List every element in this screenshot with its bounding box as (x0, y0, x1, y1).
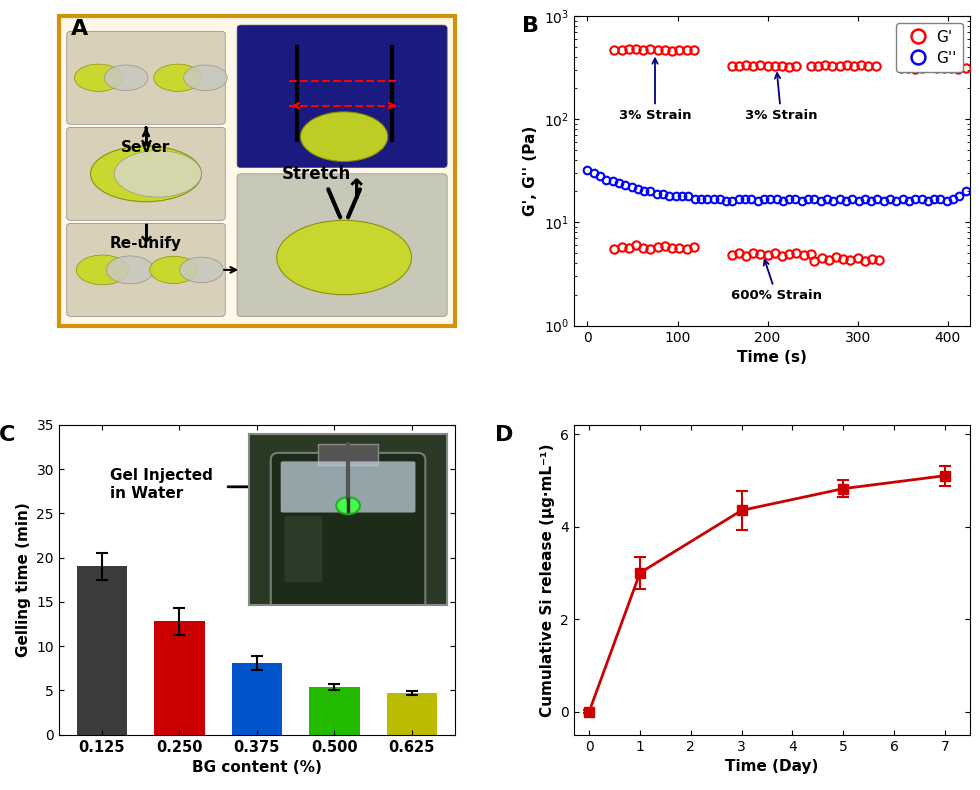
Ellipse shape (301, 112, 388, 161)
Bar (154, 622, 205, 735)
Bar (231, 663, 282, 735)
Text: C: C (0, 425, 16, 445)
G'' (581, 165, 593, 175)
G'' (714, 194, 726, 203)
G' (645, 45, 657, 55)
G'' (915, 194, 927, 203)
G' (652, 45, 663, 55)
FancyBboxPatch shape (237, 174, 447, 316)
Ellipse shape (179, 257, 223, 283)
Text: Sever: Sever (122, 140, 171, 155)
Ellipse shape (115, 151, 202, 197)
G' (630, 44, 642, 54)
Text: ↓: ↓ (135, 127, 157, 152)
G'' (959, 186, 971, 196)
G' (615, 45, 627, 55)
Ellipse shape (90, 146, 202, 201)
Text: B: B (522, 16, 539, 36)
Bar (387, 693, 437, 735)
G' (673, 45, 685, 55)
Text: Gel Injected
in Water: Gel Injected in Water (111, 468, 214, 501)
Text: ↑: ↑ (344, 177, 368, 205)
Text: D: D (495, 425, 514, 445)
G' (637, 45, 649, 55)
Y-axis label: G', G'' (Pa): G', G'' (Pa) (523, 126, 538, 216)
Ellipse shape (76, 255, 128, 284)
G' (666, 46, 678, 55)
Line: G'': G'' (584, 167, 969, 205)
Ellipse shape (105, 65, 148, 91)
G' (609, 45, 620, 55)
Ellipse shape (150, 256, 198, 284)
G'' (669, 191, 681, 201)
Ellipse shape (276, 220, 412, 295)
Text: A: A (71, 19, 88, 39)
Text: ↓: ↓ (135, 224, 157, 247)
G' (688, 45, 700, 55)
FancyBboxPatch shape (67, 32, 225, 124)
Bar (76, 566, 127, 735)
G' (681, 46, 693, 55)
X-axis label: Time (s): Time (s) (737, 350, 807, 365)
Text: Stretch: Stretch (281, 164, 351, 182)
G'' (790, 194, 802, 203)
G'' (720, 197, 732, 206)
Legend: G', G'': G', G'' (897, 24, 962, 72)
Bar (310, 687, 360, 735)
Y-axis label: Cumulative Si release (μg·mL⁻¹): Cumulative Si release (μg·mL⁻¹) (540, 443, 555, 717)
G'' (658, 189, 669, 198)
Ellipse shape (74, 64, 122, 92)
Y-axis label: Gelling time (min): Gelling time (min) (16, 502, 30, 657)
Ellipse shape (183, 65, 227, 91)
FancyBboxPatch shape (237, 25, 447, 167)
G' (659, 45, 670, 55)
X-axis label: Time (Day): Time (Day) (725, 759, 818, 774)
FancyBboxPatch shape (67, 127, 225, 220)
G' (623, 44, 635, 54)
FancyBboxPatch shape (67, 224, 225, 316)
X-axis label: BG content (%): BG content (%) (192, 760, 321, 775)
Line: G': G' (611, 44, 698, 55)
Text: 3% Strain: 3% Strain (745, 73, 817, 122)
Ellipse shape (154, 64, 202, 92)
G'' (814, 197, 826, 206)
Text: 3% Strain: 3% Strain (618, 58, 691, 122)
Text: Re-unify: Re-unify (110, 235, 182, 250)
Text: 600% Strain: 600% Strain (731, 260, 822, 303)
Ellipse shape (107, 256, 154, 284)
